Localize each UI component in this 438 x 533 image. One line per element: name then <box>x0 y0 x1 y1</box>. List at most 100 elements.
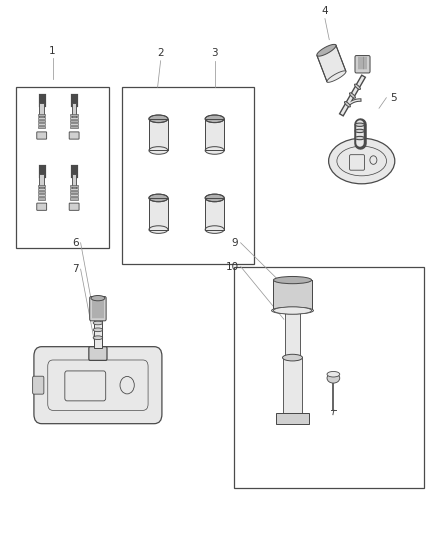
Bar <box>71 126 78 128</box>
Bar <box>149 119 151 150</box>
Ellipse shape <box>149 147 168 154</box>
Ellipse shape <box>149 226 168 233</box>
Bar <box>38 195 46 197</box>
FancyBboxPatch shape <box>37 132 46 139</box>
Ellipse shape <box>93 328 102 332</box>
Ellipse shape <box>91 295 105 301</box>
Bar <box>205 198 224 230</box>
Bar <box>273 280 311 311</box>
Bar <box>166 198 168 230</box>
Bar <box>215 198 217 230</box>
Bar <box>234 266 424 488</box>
Bar <box>276 413 309 424</box>
Ellipse shape <box>355 136 364 140</box>
Bar <box>38 185 46 187</box>
Polygon shape <box>317 45 346 82</box>
FancyBboxPatch shape <box>69 132 79 139</box>
FancyBboxPatch shape <box>32 376 44 394</box>
Ellipse shape <box>149 194 168 201</box>
Bar <box>205 198 208 230</box>
Ellipse shape <box>354 84 360 90</box>
Bar <box>154 198 156 230</box>
Ellipse shape <box>327 373 340 383</box>
FancyBboxPatch shape <box>69 203 79 211</box>
Ellipse shape <box>328 138 395 184</box>
Bar <box>166 119 168 150</box>
Bar <box>72 102 76 118</box>
Bar <box>210 119 212 150</box>
Bar <box>122 87 254 264</box>
Text: 7: 7 <box>72 264 78 274</box>
FancyBboxPatch shape <box>355 55 370 73</box>
Ellipse shape <box>272 307 314 314</box>
Ellipse shape <box>355 123 364 126</box>
Text: 1: 1 <box>49 45 56 55</box>
Bar <box>38 117 46 119</box>
Bar <box>208 198 210 230</box>
Bar <box>149 198 151 230</box>
Bar <box>38 123 46 125</box>
FancyBboxPatch shape <box>34 346 162 424</box>
FancyBboxPatch shape <box>89 346 107 360</box>
Bar <box>16 87 109 248</box>
Bar <box>149 198 168 230</box>
Bar <box>222 198 224 230</box>
Polygon shape <box>317 44 336 56</box>
Bar <box>151 119 154 150</box>
Bar <box>208 119 210 150</box>
Bar <box>71 123 78 125</box>
Bar <box>205 119 208 150</box>
Bar <box>38 114 46 116</box>
Ellipse shape <box>355 130 364 133</box>
Bar <box>149 198 168 230</box>
Bar <box>205 119 224 150</box>
Bar <box>159 119 161 150</box>
Text: 4: 4 <box>321 6 328 16</box>
Bar <box>163 198 166 230</box>
Bar <box>39 174 44 189</box>
Ellipse shape <box>273 277 311 284</box>
Bar <box>71 197 78 199</box>
Bar <box>161 198 163 230</box>
Bar <box>217 198 219 230</box>
Bar <box>71 188 78 190</box>
Ellipse shape <box>205 115 224 123</box>
Ellipse shape <box>93 321 102 325</box>
Bar <box>151 198 154 230</box>
Bar <box>210 198 212 230</box>
Bar <box>212 198 215 230</box>
Bar <box>163 119 166 150</box>
Bar <box>283 358 302 413</box>
Bar <box>71 185 78 187</box>
FancyBboxPatch shape <box>90 296 106 321</box>
Polygon shape <box>327 71 346 82</box>
Bar <box>273 280 311 311</box>
Bar <box>154 119 156 150</box>
Bar <box>219 119 222 150</box>
Bar <box>161 119 163 150</box>
Bar <box>159 198 161 230</box>
Text: 5: 5 <box>390 93 396 103</box>
Ellipse shape <box>327 372 340 377</box>
Ellipse shape <box>350 93 355 98</box>
Text: 3: 3 <box>212 48 218 58</box>
Ellipse shape <box>205 194 224 201</box>
Ellipse shape <box>283 354 303 361</box>
Bar <box>38 191 46 193</box>
Ellipse shape <box>93 336 102 340</box>
Ellipse shape <box>273 307 311 314</box>
Bar <box>38 126 46 128</box>
Ellipse shape <box>205 147 224 154</box>
Bar <box>39 102 44 118</box>
Text: 6: 6 <box>72 238 78 248</box>
Bar <box>149 119 168 150</box>
Bar <box>219 198 222 230</box>
Bar <box>215 119 217 150</box>
Text: 9: 9 <box>232 238 238 248</box>
Bar <box>71 195 78 197</box>
Bar <box>71 114 78 116</box>
Bar <box>149 119 168 150</box>
Bar <box>71 117 78 119</box>
Bar <box>217 119 219 150</box>
Ellipse shape <box>205 226 224 233</box>
